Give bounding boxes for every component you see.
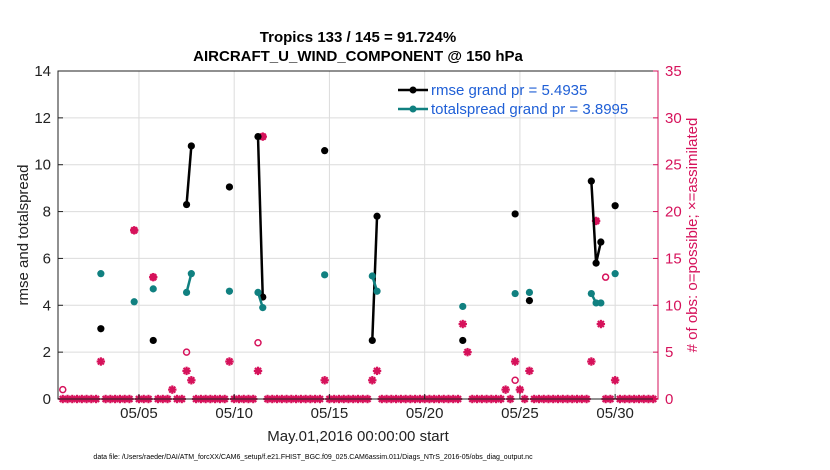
y-tick-label-right: 35 (665, 63, 682, 80)
y-tick-label-right: 5 (665, 344, 673, 361)
x-tick-label: 05/15 (311, 405, 349, 422)
obs-assimilated-marker (320, 376, 329, 385)
y-tick-label-right: 20 (665, 204, 682, 221)
obs-assimilated-marker (187, 376, 196, 385)
obs-assimilated-marker (463, 347, 472, 357)
legend: rmse grand pr = 5.4935 totalspread grand… (398, 82, 628, 118)
obs-assimilated-marker (610, 376, 620, 385)
rmse-point (459, 336, 467, 345)
spread-point (321, 271, 329, 279)
spread-point (597, 299, 605, 307)
rmse-point (225, 183, 234, 191)
y-tick-label: 14 (34, 63, 51, 80)
legend-marker-rmse (409, 86, 417, 94)
y-tick-label: 0 (43, 391, 51, 408)
plot-frame (57, 70, 659, 400)
obs-assimilated-marker (458, 319, 467, 329)
obs-assimilated-marker (225, 357, 234, 366)
y-tick-label-right: 15 (665, 250, 682, 267)
spread-point (225, 287, 234, 295)
legend-label-rmse: rmse grand pr = 5.4935 (431, 82, 587, 99)
obs-assimilated-marker (596, 319, 606, 329)
spread-point (373, 287, 381, 295)
spread-point (587, 289, 595, 298)
obs-assimilated-marker (129, 226, 139, 235)
y-tick-label: 10 (34, 157, 51, 174)
rmse-point (373, 212, 381, 220)
spread-point (182, 288, 191, 296)
legend-label-spread: totalspread grand pr = 3.8995 (431, 101, 628, 118)
y-axis-label-right: # of obs: o=possible; ×=assimilated (684, 118, 701, 353)
spread-point (97, 270, 105, 278)
obs-assimilated-marker (501, 385, 510, 394)
rmse-point (97, 325, 105, 333)
footer-data-file: data file: /Users/raeder/DAI/ATM_forcXX/… (93, 454, 533, 461)
x-tick-label: 05/05 (120, 405, 158, 422)
rmse-point (597, 238, 605, 246)
rmse-point (611, 202, 619, 210)
y-tick-label-right: 30 (665, 110, 682, 127)
rmse-point (187, 142, 195, 150)
obs-assimilated-marker (149, 272, 158, 282)
obs-assimilated-marker (587, 357, 596, 366)
rmse-line-segment (256, 136, 265, 298)
y-tick-label-right: 0 (665, 391, 673, 408)
rmse-line-segment (185, 145, 193, 205)
obs-possible-marker (254, 339, 262, 347)
obs-assimilated-marker (253, 366, 263, 376)
spread-point (368, 272, 376, 280)
y-tick-label: 12 (34, 110, 51, 127)
rmse-point (511, 210, 519, 218)
spread-point (459, 302, 467, 311)
obs-possible-marker (601, 273, 610, 281)
obs-possible-marker (511, 376, 519, 385)
chart-subtitle: AIRCRAFT_U_WIND_COMPONENT @ 150 hPa (193, 48, 523, 65)
spread-point (149, 285, 157, 293)
obs-possible-marker (182, 348, 191, 356)
chart-title: Tropics 133 / 145 = 91.724% (260, 29, 456, 46)
y-tick-label-right: 10 (665, 297, 682, 314)
y-tick-label: 4 (43, 297, 51, 314)
spread-point (611, 270, 619, 278)
spread-point (259, 304, 267, 312)
legend-marker-spread (409, 105, 417, 113)
rmse-point (182, 200, 191, 209)
x-tick-label: 05/20 (406, 405, 444, 422)
obs-assimilated-marker (96, 357, 106, 366)
obs-assimilated-marker (368, 376, 377, 385)
spread-point (130, 298, 138, 306)
y-axis-label: rmse and totalspread (15, 165, 32, 306)
rmse-point (368, 336, 376, 345)
rmse-point (587, 177, 595, 185)
x-tick-label: 05/25 (501, 405, 539, 422)
axis-ticks: 05/05 05/10 05/15 05/20 05/25 05/30 0 2 4 6 8 10 12 1… (34, 63, 681, 422)
rmse-point (149, 336, 157, 345)
rmse-point (321, 147, 329, 155)
obs-assimilated-marker (525, 366, 534, 376)
x-axis-label: May.01,2016 00:00:00 start (267, 428, 449, 445)
spread-point (187, 270, 195, 278)
obs-assimilated-marker (510, 357, 520, 366)
obs-assimilated-marker (372, 366, 382, 376)
obs-assimilated-marker (182, 366, 191, 376)
y-tick-label: 8 (43, 204, 51, 221)
y-tick-label: 6 (43, 250, 51, 267)
grid (58, 71, 658, 399)
obs-possible-marker (59, 385, 67, 394)
spread-point (254, 288, 262, 296)
rmse-point (525, 297, 534, 305)
spread-point (511, 289, 519, 298)
plot-area (58, 132, 658, 404)
rmse-point (592, 259, 600, 267)
obs-assimilated-marker (168, 385, 177, 394)
obs-assimilated-marker (515, 385, 525, 394)
y-tick-label-right: 25 (665, 157, 682, 174)
x-tick-label: 05/10 (215, 405, 253, 422)
x-tick-label: 05/30 (596, 405, 634, 422)
y-tick-label: 2 (43, 344, 51, 361)
spread-point (525, 288, 534, 296)
rmse-point (254, 133, 262, 141)
